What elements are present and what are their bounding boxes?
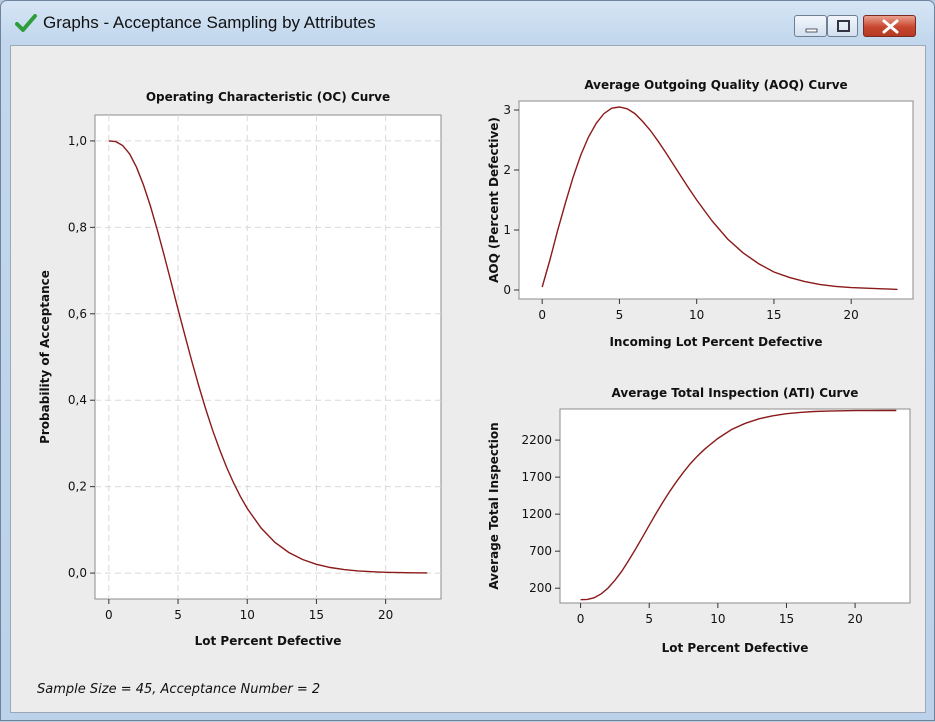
ati-x-tick-label: 15 (779, 612, 794, 626)
ati-series-line (580, 409, 897, 601)
aoq-x-tick-label: 5 (616, 308, 624, 322)
close-icon (882, 19, 899, 34)
oc-x-tick-label: 0 (105, 608, 113, 622)
ati-y-tick-label: 1200 (521, 507, 552, 521)
ati-chart-title: Average Total Inspection (ATI) Curve (612, 386, 859, 400)
aoq-x-axis-label: Incoming Lot Percent Defective (609, 335, 822, 349)
ati-chart: 0 5 10 15 20 200 700 1200 1700 2200 Average Total … (487, 386, 911, 655)
maximize-icon (837, 20, 850, 32)
ati-y-axis-label: Average Total Inspection (487, 422, 501, 589)
ati-y-tick-label: 200 (529, 581, 552, 595)
oc-x-tick-label: 20 (378, 608, 393, 622)
oc-x-axis-label: Lot Percent Defective (195, 634, 342, 648)
oc-x-tick-label: 5 (174, 608, 182, 622)
sample-summary: Sample Size = 45, Acceptance Number = 2 (37, 682, 321, 697)
oc-y-tick-label: 0,2 (68, 480, 87, 494)
oc-chart-title: Operating Characteristic (OC) Curve (146, 90, 390, 104)
maximize-button[interactable] (827, 15, 858, 37)
oc-y-tick-label: 0,8 (68, 220, 87, 234)
oc-y-tick-label: 0,0 (68, 566, 87, 580)
minimize-button[interactable] (794, 15, 827, 37)
oc-y-axis-label: Probability of Acceptance (38, 270, 52, 444)
aoq-y-tick-label: 2 (503, 163, 511, 177)
ati-x-axis-label: Lot Percent Defective (662, 641, 809, 655)
aoq-series-line (541, 106, 898, 291)
aoq-y-axis-label: AOQ (Percent Defective) (487, 117, 501, 283)
window-title: Graphs - Acceptance Sampling by Attribut… (43, 13, 376, 32)
aoq-y-tick-label: 1 (503, 223, 511, 237)
aoq-x-tick-label: 0 (538, 308, 546, 322)
aoq-plot-area (518, 100, 914, 300)
checkmark-icon (15, 14, 37, 32)
oc-y-tick-label: 0,6 (68, 307, 87, 321)
aoq-y-tick-label: 0 (503, 283, 511, 297)
oc-chart: 0 5 10 15 20 0,0 0,2 0,4 0,6 0,8 1,0 Operating Char… (38, 90, 442, 648)
aoq-x-tick-label: 10 (689, 308, 704, 322)
aoq-x-tick-label: 15 (766, 308, 781, 322)
ati-plot-area (559, 408, 911, 604)
title-bar[interactable]: Graphs - Acceptance Sampling by Attribut… (1, 1, 934, 45)
oc-x-tick-label: 10 (240, 608, 255, 622)
ati-y-tick-label: 2200 (521, 433, 552, 447)
close-button[interactable] (863, 15, 916, 37)
aoq-y-tick-label: 3 (503, 103, 511, 117)
oc-plot-area (94, 114, 442, 600)
ati-x-tick-label: 0 (577, 612, 585, 626)
oc-series-line (108, 140, 428, 574)
ati-x-tick-label: 20 (847, 612, 862, 626)
ati-y-tick-label: 700 (529, 544, 552, 558)
aoq-chart: 0 5 10 15 20 0 1 2 3 Average Outgoing Quality (AO… (487, 78, 914, 349)
minimize-icon (805, 28, 818, 33)
aoq-x-tick-label: 20 (844, 308, 859, 322)
oc-y-tick-label: 0,4 (68, 393, 87, 407)
ati-x-tick-label: 5 (645, 612, 653, 626)
ati-x-tick-label: 10 (710, 612, 725, 626)
aoq-chart-title: Average Outgoing Quality (AOQ) Curve (584, 78, 847, 92)
oc-x-tick-label: 15 (309, 608, 324, 622)
ati-y-tick-label: 1700 (521, 470, 552, 484)
oc-y-tick-label: 1,0 (68, 134, 87, 148)
